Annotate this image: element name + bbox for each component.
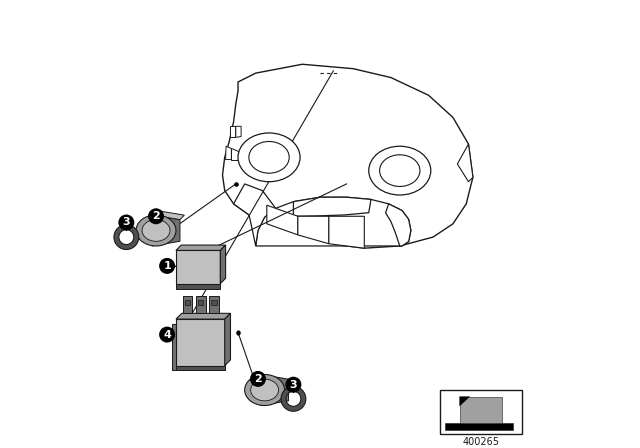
Ellipse shape (380, 155, 420, 186)
Polygon shape (226, 146, 232, 159)
Polygon shape (225, 313, 230, 366)
Polygon shape (267, 205, 298, 235)
Polygon shape (232, 148, 238, 159)
Polygon shape (234, 184, 276, 246)
Polygon shape (209, 297, 219, 313)
Polygon shape (230, 126, 235, 138)
Polygon shape (185, 300, 190, 306)
Circle shape (250, 371, 266, 387)
Text: 2: 2 (152, 211, 160, 221)
Polygon shape (236, 126, 241, 138)
Polygon shape (460, 396, 470, 406)
Text: 400265: 400265 (462, 436, 499, 447)
Text: 2: 2 (254, 374, 262, 384)
Text: 3: 3 (122, 217, 130, 228)
Polygon shape (223, 64, 473, 248)
Polygon shape (260, 375, 289, 405)
Ellipse shape (142, 220, 170, 241)
Bar (440, 390, 522, 434)
Polygon shape (460, 396, 502, 423)
Ellipse shape (136, 215, 176, 246)
Ellipse shape (251, 379, 278, 401)
Polygon shape (176, 245, 226, 250)
Polygon shape (198, 300, 204, 306)
Text: 3: 3 (289, 379, 297, 390)
Polygon shape (211, 300, 217, 306)
Polygon shape (176, 366, 225, 370)
Polygon shape (445, 423, 513, 430)
Polygon shape (176, 250, 220, 284)
Polygon shape (329, 216, 364, 248)
Text: 4: 4 (163, 330, 171, 340)
Circle shape (118, 215, 134, 230)
Ellipse shape (249, 142, 289, 173)
Circle shape (148, 208, 164, 224)
Circle shape (285, 377, 301, 392)
Polygon shape (458, 144, 473, 182)
Polygon shape (152, 211, 184, 220)
Text: 1: 1 (163, 261, 171, 271)
Polygon shape (298, 216, 329, 244)
Ellipse shape (369, 146, 431, 195)
Polygon shape (172, 323, 176, 370)
Polygon shape (152, 215, 180, 246)
Polygon shape (385, 204, 411, 246)
Ellipse shape (238, 133, 300, 182)
Polygon shape (220, 245, 226, 284)
Polygon shape (176, 313, 230, 319)
Circle shape (159, 258, 175, 274)
Polygon shape (182, 297, 193, 313)
Circle shape (159, 327, 175, 343)
Ellipse shape (244, 375, 285, 405)
Polygon shape (293, 197, 371, 216)
Polygon shape (196, 297, 205, 313)
Polygon shape (176, 284, 220, 289)
Polygon shape (256, 197, 411, 246)
Polygon shape (176, 319, 225, 366)
